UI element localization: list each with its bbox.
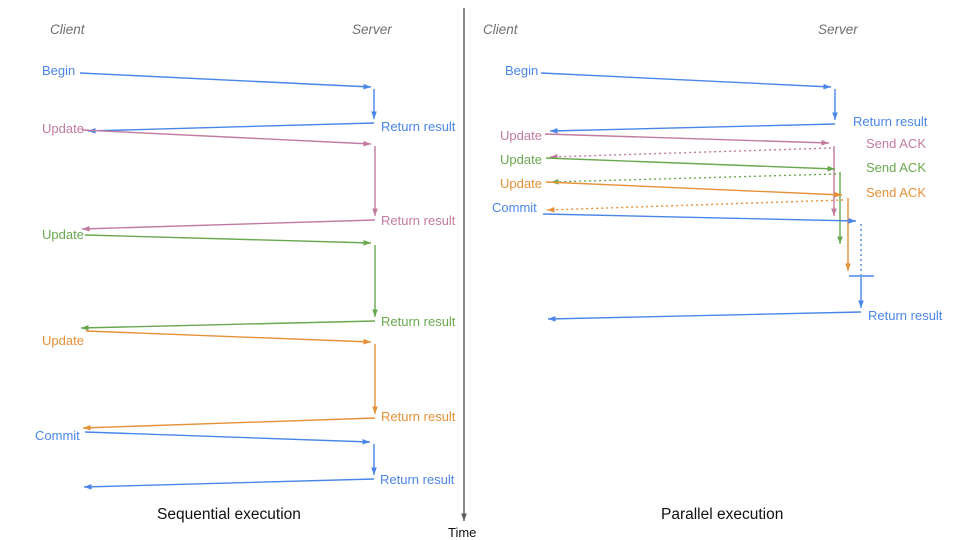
- return-result-arrow: [87, 122, 375, 132]
- sequential-execution-caption: Sequential execution: [157, 506, 301, 523]
- return-result-label: Return result: [868, 308, 943, 323]
- begin-request-arrow-head: [823, 83, 831, 90]
- update-request-arrow: [85, 330, 372, 343]
- update-request-arrow: [544, 133, 830, 144]
- return-result-arrow-head: [550, 128, 558, 134]
- send-ack-label: Send ACK: [866, 185, 926, 200]
- server-processing-arrow-head: [372, 208, 378, 216]
- commit-request-arrow: [84, 431, 371, 443]
- server-processing-arrow-head: [371, 111, 377, 119]
- return-result-label: Return result: [381, 213, 456, 228]
- return-result-label: Return result: [380, 472, 455, 487]
- server-header: Server: [818, 22, 858, 37]
- send-ack-arrow: [549, 147, 832, 158]
- server-processing-arrow-head: [837, 236, 843, 244]
- time-axis-arrow-head: [461, 513, 467, 521]
- send-ack-arrow: [546, 199, 844, 211]
- server-processing-arrow-head: [831, 208, 837, 216]
- return-result-label: Return result: [853, 114, 928, 129]
- update-request-arrow: [545, 181, 843, 196]
- begin-label: Begin: [42, 63, 76, 78]
- send-ack-arrow: [550, 173, 837, 183]
- return-result-arrow: [81, 219, 376, 230]
- update-label: Update: [500, 176, 542, 191]
- update-request-arrow: [81, 129, 372, 145]
- server-processing-arrow-head: [845, 263, 851, 271]
- update-request-arrow-head: [821, 139, 829, 146]
- return-result-arrow: [82, 417, 376, 429]
- commit-request-arrow-head: [362, 438, 370, 445]
- server-header: Server: [352, 22, 392, 37]
- client-header: Client: [50, 22, 85, 37]
- server-processing-arrow-head: [371, 467, 377, 475]
- begin-request-arrow-head: [363, 83, 371, 90]
- update-request-arrow: [545, 157, 836, 170]
- update-label: Update: [42, 333, 84, 348]
- return-result-arrow-head: [548, 316, 556, 322]
- send-ack-label: Send ACK: [866, 160, 926, 175]
- return-result-arrow: [547, 311, 862, 320]
- return-result-label: Return result: [381, 314, 456, 329]
- update-request-arrow-head: [827, 165, 835, 172]
- commit-label: Commit: [492, 200, 537, 215]
- update-label: Update: [500, 128, 542, 143]
- return-result-label: Return result: [381, 119, 456, 134]
- server-processing-arrow-head: [858, 300, 864, 308]
- return-result-arrow-head: [83, 424, 91, 431]
- send-ack-arrow-head: [547, 206, 555, 213]
- begin-request-arrow: [79, 72, 372, 88]
- begin-label: Begin: [505, 63, 539, 78]
- update-request-arrow-head: [363, 338, 371, 345]
- return-result-arrow-head: [81, 325, 89, 331]
- send-ack-label: Send ACK: [866, 136, 926, 151]
- update-label: Update: [42, 121, 84, 136]
- return-result-arrow: [80, 320, 376, 329]
- begin-request-arrow: [540, 72, 832, 88]
- server-processing-arrow-head: [372, 406, 378, 414]
- parallel-execution-caption: Parallel execution: [661, 506, 784, 523]
- commit-request-arrow-head: [848, 218, 856, 224]
- time-axis-label: Time: [448, 525, 477, 540]
- return-result-arrow-head: [84, 483, 92, 490]
- return-result-arrow: [549, 123, 836, 132]
- update-label: Update: [42, 227, 84, 242]
- update-label: Update: [500, 152, 542, 167]
- client-header: Client: [483, 22, 518, 37]
- commit-label: Commit: [35, 428, 80, 443]
- update-request-arrow-head: [834, 191, 842, 198]
- return-result-arrow-head: [82, 225, 90, 232]
- update-request-arrow-head: [363, 239, 371, 246]
- update-request-arrow: [84, 234, 372, 244]
- return-result-arrow: [83, 478, 375, 488]
- commit-request-arrow: [542, 213, 857, 222]
- server-processing-arrow-head: [372, 309, 378, 317]
- server-processing-arrow-head: [832, 112, 838, 120]
- update-request-arrow-head: [363, 140, 371, 147]
- return-result-label: Return result: [381, 409, 456, 424]
